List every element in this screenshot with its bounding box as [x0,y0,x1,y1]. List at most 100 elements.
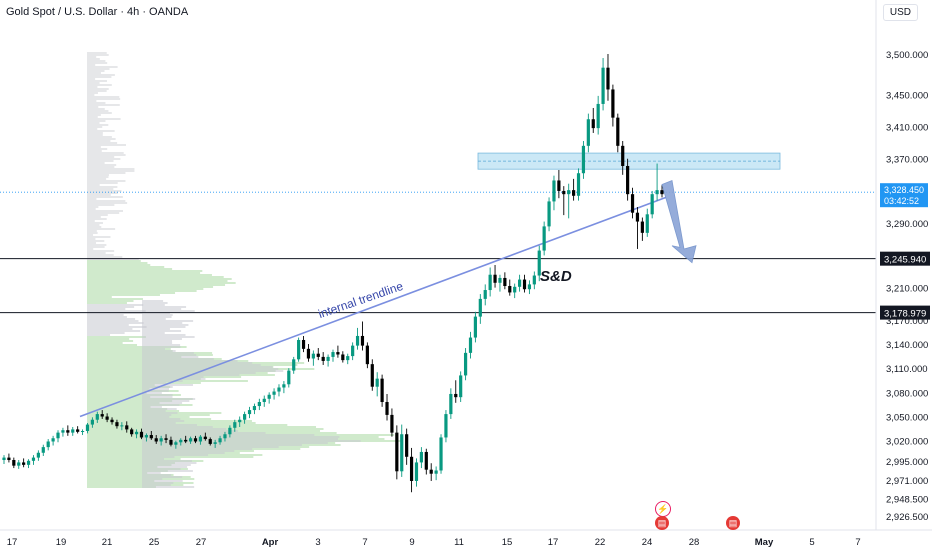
profile-bar-value [142,396,173,398]
profile-bar-value [142,358,214,360]
candles [2,54,664,493]
profile-bar-value [142,344,181,346]
profile-bar [87,386,171,388]
candle-body [282,384,286,388]
candle-body [542,226,546,251]
candle-body [233,422,237,428]
time-axis: 17 19 21 25 27 Apr 3 7 9 11 15 17 22 24 28 May 5 7 [0,529,932,548]
profile-bar [87,350,173,352]
profile-bar [87,72,101,74]
candle-body [596,103,600,129]
profile-bar [87,482,194,484]
candle-body [581,145,586,174]
candle-body [498,277,502,283]
profile-bar [87,406,151,408]
profile-bar-value [142,406,162,408]
profile-bar [87,184,100,186]
candle-body [439,437,443,471]
profile-bar [87,252,106,254]
profile-bar [87,158,121,160]
candle-body [306,348,311,359]
y-tick-label: 2,971.000 [886,476,928,487]
profile-bar-value [142,348,165,350]
y-tick-label: 2,948.500 [886,494,928,505]
candle-body [12,460,16,466]
profile-bar [87,318,136,320]
profile-bar-value [142,422,176,424]
profile-bar-value [142,482,174,484]
profile-bar [87,206,99,208]
candle-body [522,279,527,290]
profile-bar [87,256,123,258]
profile-bar [87,88,109,90]
profile-bar [87,250,115,252]
candle-body [375,378,379,387]
profile-bar [87,222,103,224]
x-tick-label: May [755,537,774,548]
profile-bar-value [142,352,194,354]
profile-bar-value [142,444,302,446]
profile-bar [87,308,126,310]
profile-bar-value [142,434,315,436]
candle-body [17,462,21,466]
candle-body [76,429,80,432]
profile-bar [87,142,118,144]
profile-bar [87,226,102,228]
candle-body [483,290,487,299]
us-flag-icon[interactable]: ▤ [655,516,669,530]
candle-body [164,438,168,440]
profile-bar [87,240,105,242]
profile-bar-value [142,372,256,374]
currency-button[interactable]: USD [882,4,918,21]
x-tick-label: 9 [409,537,414,548]
candle-body [22,462,26,465]
candle-body [85,424,90,432]
candle-body [503,277,507,287]
profile-bar-value [142,376,204,378]
profile-bar-value [142,420,185,422]
x-tick-label: 25 [149,537,160,548]
profile-bar-value [142,350,176,352]
profile-bar [87,182,118,184]
profile-bar [87,268,173,270]
candle-body [31,457,36,461]
x-tick-label: 19 [56,537,67,548]
profile-bar [87,238,96,240]
profile-bar [87,192,118,194]
profile-bar [87,180,126,182]
candle-body [635,212,640,222]
candle-body [557,180,561,191]
y-tick-label: 3,110.000 [886,364,928,375]
flash-icon[interactable]: ⚡ [655,501,671,517]
profile-bar [87,156,115,158]
projection-arrow-shape [661,179,697,264]
profile-bar [87,292,176,294]
candle-body [326,356,330,361]
candle-body [198,436,203,442]
profile-bar [87,220,95,222]
candle-body [331,352,335,357]
candle-body [478,298,482,317]
candle-body [336,352,340,355]
profile-bar [87,118,121,120]
profile-bar-value [142,366,273,368]
profile-bar [87,126,103,128]
profile-bar [87,290,197,292]
profile-bar [87,302,127,304]
profile-bar [87,128,98,130]
us-flag-icon-2[interactable]: ▤ [726,516,740,530]
profile-bar [87,154,126,156]
profile-bar-value [142,450,235,452]
profile-bar [87,480,155,482]
profile-bar [87,338,130,340]
profile-bar-value [142,480,183,482]
profile-bar [87,274,212,276]
profile-bar [87,166,115,168]
candle-body [311,353,315,359]
y-tick-label: 3,450.000 [886,90,928,101]
profile-bar-value [142,474,172,476]
candle-body [424,451,428,470]
candle-body [626,165,630,195]
